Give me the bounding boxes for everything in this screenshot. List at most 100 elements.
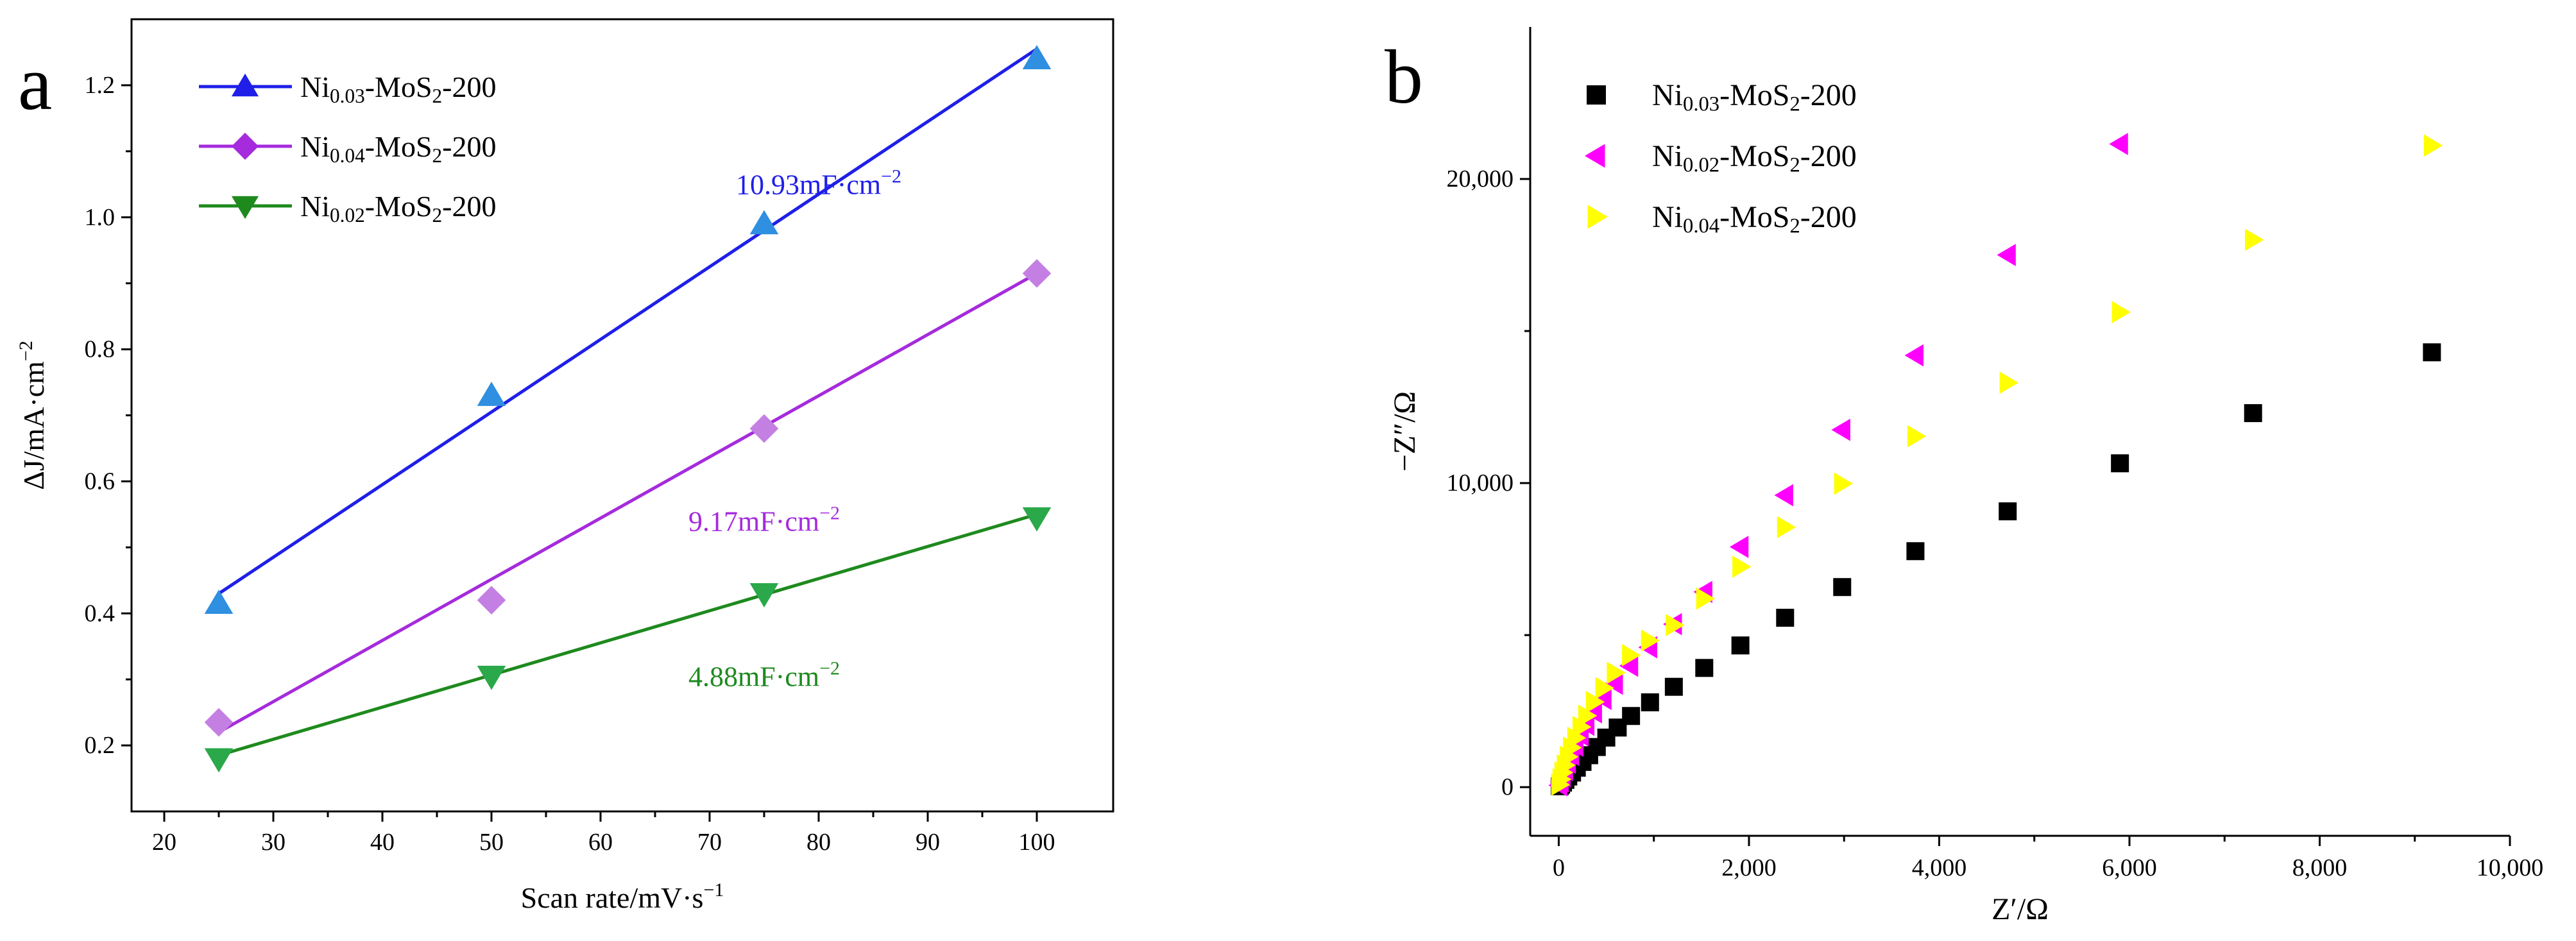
data-point: [1695, 659, 1714, 677]
x-tick-label: 70: [697, 829, 722, 856]
legend-label-mid: -MoS: [1719, 200, 1789, 234]
y-tick-label: 0.4: [85, 600, 115, 627]
data-point: [749, 583, 779, 607]
legend-entry: Ni0.03-MoS2-200: [1587, 78, 1857, 116]
data-point: [2423, 134, 2443, 157]
y-axis-label: ΔJ/mA·cm−2: [15, 341, 50, 490]
plot-frame: [130, 18, 1114, 813]
legend-label-sub: 0.03: [1683, 92, 1719, 115]
legend-label-sub: 2: [432, 84, 443, 106]
data-point: [1834, 472, 1854, 495]
legend-marker: [231, 132, 259, 160]
legend-label-sub: 2: [432, 203, 443, 226]
legend-label-sub: 2: [1789, 214, 1800, 237]
legend-label-base: Ni: [300, 190, 330, 223]
data-point: [1641, 629, 1660, 652]
legend-label: Ni0.03-MoS2-200: [1652, 78, 1857, 116]
data-point: [1997, 244, 2016, 266]
y-tick-label: 1.2: [85, 72, 115, 99]
legend-label-sub: 2: [432, 144, 443, 166]
x-axis-label: Scan rate/mV·s−1: [521, 879, 724, 914]
slope-annotation-sup: −2: [819, 657, 840, 679]
x-tick-label: 20: [152, 829, 176, 856]
panel-b: 0 2,000 4,000 6,000 8,000 10,000 0 10,000 20,000…: [1385, 27, 2543, 926]
slope-annotation-sup: −2: [881, 166, 901, 187]
legend-marker: [1587, 205, 1608, 229]
data-point: [1583, 701, 1602, 724]
legend-label-base: Ni: [1652, 78, 1683, 112]
data-point: [2111, 301, 2131, 324]
y-axis-label-sup: −2: [15, 341, 37, 361]
legend-label-sub: 0.04: [330, 144, 365, 166]
legend-label: Ni0.04-MoS2-200: [300, 130, 497, 167]
x-axis-label-text: Scan rate/mV·s: [521, 881, 704, 914]
y-tick-label: 0.2: [85, 732, 115, 759]
data-point: [1622, 644, 1641, 666]
slope-annotation-text: 10.93mF·cm: [736, 169, 881, 201]
data-point: [1592, 688, 1612, 711]
legend-marker: [231, 196, 259, 219]
y-tick-label: 0.8: [85, 336, 115, 363]
legend-label-tail: -200: [1800, 78, 1857, 112]
data-point: [1567, 726, 1587, 749]
x-tick-label: 8,000: [2292, 854, 2348, 881]
data-point: [1729, 536, 1749, 559]
legend-marker: [1585, 144, 1605, 168]
legend-label-mid: -MoS: [365, 71, 432, 103]
data-point: [1906, 542, 1925, 561]
legend-marker: [231, 73, 259, 97]
legend-label: Ni0.03-MoS2-200: [300, 71, 497, 107]
legend-label-mid: -MoS: [1719, 139, 1789, 173]
data-point: [477, 382, 506, 406]
legend-entry: Ni0.04-MoS2-200: [199, 130, 497, 167]
y-tick-label: 0: [1501, 774, 1514, 801]
series-1: 9.17mF·cm−2: [204, 259, 1052, 737]
panel-label: a: [18, 40, 52, 126]
data-point: [1022, 507, 1052, 532]
data-point: [1572, 715, 1592, 738]
data-point: [1999, 371, 2019, 394]
panel-label: b: [1385, 34, 1423, 119]
fit-line: [218, 513, 1037, 757]
legend-label-tail: -200: [1800, 200, 1857, 234]
data-point: [2423, 343, 2441, 362]
fit-line: [218, 272, 1038, 734]
legend-label: Ni0.02-MoS2-200: [1652, 139, 1857, 177]
data-point: [204, 708, 234, 737]
y-tick-label: 10,000: [1447, 470, 1514, 496]
data-point: [2111, 454, 2129, 473]
x-tick-label: 50: [479, 829, 504, 856]
legend-label-sub: 2: [1789, 153, 1800, 176]
data-point: [2245, 228, 2264, 251]
legend-label-tail: -200: [442, 130, 496, 163]
data-point: [1641, 693, 1659, 711]
x-tick-label: 0: [1553, 854, 1565, 881]
data-point: [1696, 587, 1716, 610]
data-point: [477, 586, 506, 615]
legend: Ni0.03-MoS2-200Ni0.02-MoS2-200Ni0.04-MoS…: [1585, 78, 1857, 237]
legend-label-mid: -MoS: [1719, 78, 1789, 112]
x-tick-label: 100: [1019, 829, 1055, 856]
data-point: [2244, 404, 2262, 423]
legend-entry: Ni0.02-MoS2-200: [1585, 139, 1857, 177]
legend-label: Ni0.02-MoS2-200: [300, 190, 497, 226]
x-tick-label: 30: [261, 829, 286, 856]
fit-line: [218, 47, 1038, 595]
y-tick-label: 20,000: [1447, 165, 1514, 192]
legend-label-mid: -MoS: [365, 130, 432, 163]
legend-entry: Ni0.04-MoS2-200: [1587, 200, 1857, 237]
legend: Ni0.03-MoS2-200Ni0.04-MoS2-200Ni0.02-MoS…: [199, 71, 497, 226]
data-point: [1774, 484, 1793, 507]
data-point: [1578, 704, 1598, 727]
data-point: [1585, 691, 1605, 713]
x-tick-label: 80: [806, 829, 831, 856]
data-point: [1622, 707, 1641, 725]
data-point: [1619, 654, 1639, 677]
data-point: [1776, 609, 1795, 627]
legend-marker: [1587, 85, 1606, 105]
data-point: [204, 589, 234, 615]
slope-annotation: 4.88mF·cm−2: [688, 657, 840, 692]
series-0: [1550, 343, 2441, 795]
x-tick-label: 6,000: [2102, 854, 2157, 881]
data-point: [1595, 677, 1614, 699]
